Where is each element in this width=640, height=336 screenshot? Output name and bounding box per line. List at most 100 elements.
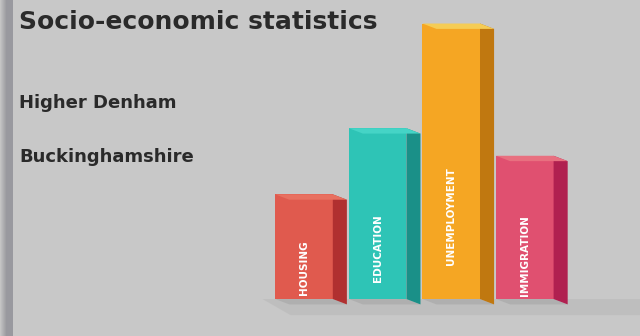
Bar: [2, 0, 8, 336]
Bar: [1, 0, 7, 336]
Bar: [6, 0, 12, 336]
Bar: [5, 0, 12, 336]
Bar: [4, 0, 11, 336]
Bar: [0, 0, 6, 336]
Polygon shape: [496, 156, 554, 299]
Polygon shape: [262, 299, 640, 315]
Bar: [4, 0, 11, 336]
Bar: [2, 0, 8, 336]
Bar: [3, 0, 10, 336]
Polygon shape: [275, 194, 333, 299]
Polygon shape: [333, 194, 347, 304]
Polygon shape: [480, 24, 494, 304]
Bar: [0, 0, 6, 336]
Bar: [4, 0, 11, 336]
Bar: [3, 0, 10, 336]
Bar: [3, 0, 9, 336]
Bar: [4, 0, 10, 336]
Bar: [0, 0, 7, 336]
Bar: [4, 0, 10, 336]
Bar: [4, 0, 10, 336]
Text: Socio-economic statistics: Socio-economic statistics: [19, 10, 378, 34]
Bar: [3, 0, 10, 336]
Bar: [1, 0, 8, 336]
Bar: [1, 0, 7, 336]
Bar: [4, 0, 10, 336]
Bar: [4, 0, 11, 336]
Bar: [6, 0, 12, 336]
Polygon shape: [496, 299, 568, 304]
Text: EDUCATION: EDUCATION: [372, 214, 383, 282]
Bar: [4, 0, 11, 336]
Bar: [5, 0, 12, 336]
Bar: [2, 0, 8, 336]
Bar: [2, 0, 8, 336]
Bar: [2, 0, 8, 336]
Text: Buckinghamshire: Buckinghamshire: [19, 148, 194, 166]
Bar: [5, 0, 12, 336]
Polygon shape: [554, 156, 568, 304]
Bar: [1, 0, 7, 336]
Bar: [6, 0, 12, 336]
Bar: [6, 0, 12, 336]
Bar: [0, 0, 6, 336]
Bar: [6, 0, 13, 336]
Bar: [0, 0, 6, 336]
Bar: [4, 0, 11, 336]
Bar: [3, 0, 10, 336]
Bar: [6, 0, 12, 336]
Bar: [6, 0, 12, 336]
Polygon shape: [422, 24, 494, 29]
Bar: [4, 0, 10, 336]
Bar: [1, 0, 8, 336]
Bar: [1, 0, 8, 336]
Bar: [3, 0, 9, 336]
Bar: [6, 0, 12, 336]
Bar: [3, 0, 10, 336]
Bar: [4, 0, 10, 336]
Bar: [1, 0, 7, 336]
Bar: [4, 0, 10, 336]
Bar: [1, 0, 8, 336]
Bar: [3, 0, 9, 336]
Polygon shape: [406, 128, 420, 304]
Bar: [1, 0, 8, 336]
Bar: [3, 0, 9, 336]
Polygon shape: [496, 156, 568, 161]
Polygon shape: [349, 299, 420, 304]
Bar: [4, 0, 11, 336]
Bar: [2, 0, 8, 336]
Text: HOUSING: HOUSING: [299, 240, 309, 295]
Bar: [1, 0, 8, 336]
Bar: [4, 0, 10, 336]
Bar: [3, 0, 10, 336]
Bar: [4, 0, 10, 336]
Bar: [3, 0, 10, 336]
Text: Higher Denham: Higher Denham: [19, 94, 177, 112]
Bar: [1, 0, 8, 336]
Bar: [3, 0, 10, 336]
Bar: [4, 0, 11, 336]
Bar: [1, 0, 8, 336]
Bar: [3, 0, 9, 336]
Bar: [1, 0, 8, 336]
Bar: [1, 0, 7, 336]
Bar: [1, 0, 7, 336]
Bar: [0, 0, 6, 336]
Bar: [2, 0, 8, 336]
Bar: [3, 0, 10, 336]
Bar: [6, 0, 13, 336]
Bar: [5, 0, 12, 336]
Text: UNEMPLOYMENT: UNEMPLOYMENT: [446, 167, 456, 265]
Bar: [1, 0, 7, 336]
Bar: [5, 0, 12, 336]
Polygon shape: [422, 299, 494, 304]
Bar: [4, 0, 10, 336]
Bar: [3, 0, 10, 336]
Polygon shape: [275, 194, 347, 200]
Polygon shape: [422, 24, 480, 299]
Bar: [1, 0, 8, 336]
Bar: [6, 0, 12, 336]
Bar: [6, 0, 13, 336]
Text: IMMIGRATION: IMMIGRATION: [520, 216, 530, 296]
